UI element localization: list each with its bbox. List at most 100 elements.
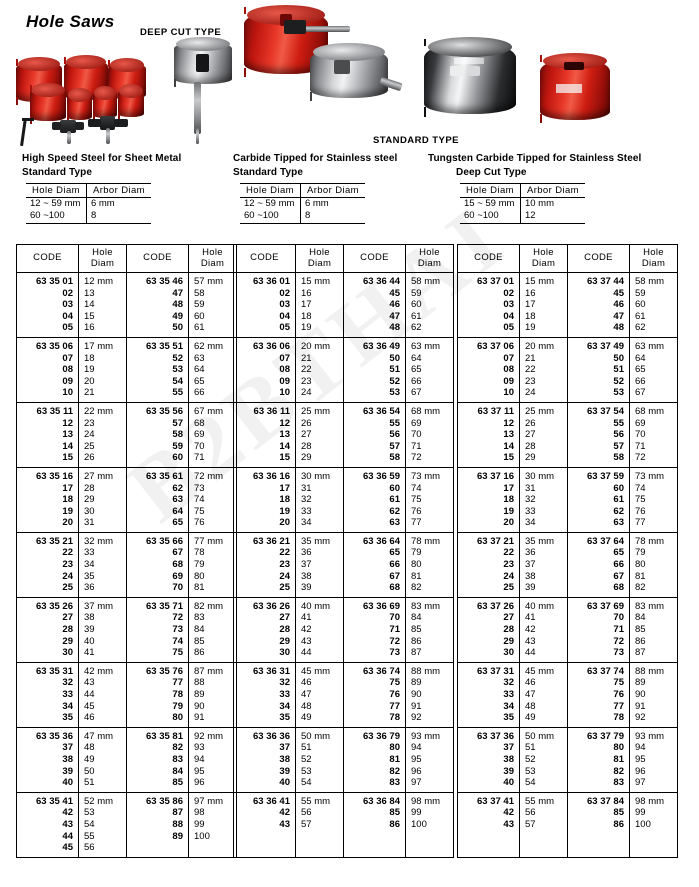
table-row[interactable]: 13 24 58 69 [16, 429, 237, 441]
table-row[interactable]: 63 37 16 30 mm 63 37 59 73 mm [457, 467, 678, 483]
table-row[interactable]: 08 22 51 65 [457, 364, 678, 376]
table-row[interactable]: 37 51 80 94 [457, 742, 678, 754]
table-row[interactable]: 37 51 80 94 [233, 742, 454, 754]
table-row[interactable]: 09 23 52 66 [233, 375, 454, 388]
table-row[interactable]: 29 43 72 86 [233, 635, 454, 648]
table-row[interactable]: 45 56 [16, 842, 237, 858]
table-row[interactable]: 38 52 81 95 [233, 753, 454, 766]
table-row[interactable]: 27 41 70 84 [233, 612, 454, 625]
table-row[interactable]: 63 37 31 45 mm 63 37 74 88 mm [457, 662, 678, 678]
table-row[interactable]: 29 43 72 86 [457, 635, 678, 648]
table-row[interactable]: 63 37 36 50 mm 63 37 79 93 mm [457, 727, 678, 743]
table-row[interactable]: 07 21 50 64 [457, 352, 678, 365]
table-row[interactable]: 10 24 53 67 [457, 387, 678, 403]
table-row[interactable]: 10 21 55 66 [16, 387, 237, 403]
table-row[interactable]: 39 50 84 95 [16, 765, 237, 778]
table-row[interactable]: 15 26 60 71 [16, 452, 237, 468]
table-row[interactable]: 10 24 53 67 [233, 387, 454, 403]
table-row[interactable]: 42 53 87 98 [16, 807, 237, 819]
table-row[interactable]: 12 23 57 68 [16, 417, 237, 430]
table-row[interactable]: 23 37 66 80 [457, 559, 678, 571]
table-row[interactable]: 09 23 52 66 [457, 375, 678, 388]
table-row[interactable]: 34 48 77 91 [233, 700, 454, 713]
table-row[interactable]: 39 53 82 96 [233, 765, 454, 778]
table-row[interactable]: 22 36 65 79 [233, 547, 454, 560]
table-row[interactable]: 23 34 68 79 [16, 559, 237, 571]
table-row[interactable]: 63 35 36 47 mm 63 35 81 92 mm [16, 727, 237, 743]
table-row[interactable]: 24 38 67 81 [457, 570, 678, 583]
table-row[interactable]: 24 35 69 80 [16, 570, 237, 583]
table-row[interactable]: 63 35 26 37 mm 63 35 71 82 mm [16, 597, 237, 613]
table-row[interactable]: 63 36 01 15 mm 63 36 44 58 mm [233, 272, 454, 288]
table-row[interactable]: 63 35 16 27 mm 63 35 61 72 mm [16, 467, 237, 483]
table-row[interactable]: 17 31 60 74 [457, 482, 678, 495]
table-row[interactable]: 30 44 73 87 [457, 647, 678, 663]
table-row[interactable]: 22 33 67 78 [16, 547, 237, 560]
table-row[interactable]: 02 16 45 59 [233, 287, 454, 300]
table-row[interactable]: 14 28 57 71 [457, 440, 678, 453]
table-row[interactable]: 30 44 73 87 [233, 647, 454, 663]
table-row[interactable]: 27 38 72 83 [16, 612, 237, 625]
table-row[interactable]: 32 43 77 88 [16, 677, 237, 689]
table-row[interactable]: 15 29 58 72 [457, 452, 678, 468]
table-row[interactable]: 63 37 06 20 mm 63 37 49 63 mm [457, 337, 678, 353]
table-row[interactable]: 63 37 26 40 mm 63 37 69 83 mm [457, 597, 678, 613]
table-row[interactable]: 63 36 06 20 mm 63 36 49 63 mm [233, 337, 454, 353]
table-row[interactable]: 05 16 50 61 [16, 322, 237, 338]
table-row[interactable]: 38 52 81 95 [457, 753, 678, 766]
table-row[interactable] [457, 830, 678, 843]
table-row[interactable]: 28 42 71 85 [233, 624, 454, 636]
table-row[interactable]: 43 57 86 100 [457, 818, 678, 831]
table-row[interactable]: 22 36 65 79 [457, 547, 678, 560]
table-row[interactable]: 63 35 41 52 mm 63 35 86 97 mm [16, 792, 237, 808]
table-row[interactable]: 63 35 01 12 mm 63 35 46 57 mm [16, 272, 237, 288]
table-row[interactable]: 02 13 47 58 [16, 287, 237, 300]
table-row[interactable]: 15 29 58 72 [233, 452, 454, 468]
table-row[interactable]: 02 16 45 59 [457, 287, 678, 300]
table-row[interactable]: 33 47 76 90 [233, 689, 454, 701]
table-row[interactable]: 12 26 55 69 [457, 417, 678, 430]
table-row[interactable]: 12 26 55 69 [233, 417, 454, 430]
table-row[interactable]: 35 49 78 92 [457, 712, 678, 728]
table-row[interactable]: 63 37 11 25 mm 63 37 54 68 mm [457, 402, 678, 418]
table-row[interactable]: 34 45 79 90 [16, 700, 237, 713]
table-row[interactable]: 25 39 68 82 [233, 582, 454, 598]
table-row[interactable]: 20 34 63 77 [233, 517, 454, 533]
table-row[interactable]: 44 55 89 100 [16, 830, 237, 843]
table-row[interactable]: 63 37 21 35 mm 63 37 64 78 mm [457, 532, 678, 548]
table-row[interactable]: 42 56 85 99 [457, 807, 678, 819]
table-row[interactable]: 28 39 73 84 [16, 624, 237, 636]
table-row[interactable] [233, 842, 454, 858]
table-row[interactable]: 13 27 56 70 [457, 429, 678, 441]
table-row[interactable]: 37 48 82 93 [16, 742, 237, 754]
table-row[interactable]: 63 36 26 40 mm 63 36 69 83 mm [233, 597, 454, 613]
table-row[interactable]: 63 37 41 55 mm 63 37 84 98 mm [457, 792, 678, 808]
table-row[interactable]: 27 41 70 84 [457, 612, 678, 625]
table-row[interactable]: 32 46 75 89 [457, 677, 678, 689]
table-row[interactable]: 35 49 78 92 [233, 712, 454, 728]
table-row[interactable]: 03 17 46 60 [233, 299, 454, 311]
table-row[interactable] [457, 842, 678, 858]
table-row[interactable]: 30 41 75 86 [16, 647, 237, 663]
table-row[interactable]: 20 34 63 77 [457, 517, 678, 533]
table-row[interactable]: 08 19 53 64 [16, 364, 237, 376]
table-row[interactable]: 05 19 48 62 [457, 322, 678, 338]
table-row[interactable]: 63 36 36 50 mm 63 36 79 93 mm [233, 727, 454, 743]
table-row[interactable]: 19 33 62 76 [457, 505, 678, 518]
table-row[interactable]: 03 17 46 60 [457, 299, 678, 311]
table-row[interactable]: 04 18 47 61 [233, 310, 454, 323]
table-row[interactable]: 07 21 50 64 [233, 352, 454, 365]
table-row[interactable]: 19 30 64 75 [16, 505, 237, 518]
table-row[interactable]: 03 14 48 59 [16, 299, 237, 311]
table-row[interactable]: 43 57 86 100 [233, 818, 454, 831]
table-row[interactable]: 38 49 83 94 [16, 753, 237, 766]
table-row[interactable]: 42 56 85 99 [233, 807, 454, 819]
table-row[interactable]: 07 18 52 63 [16, 352, 237, 365]
table-row[interactable]: 28 42 71 85 [457, 624, 678, 636]
table-row[interactable]: 29 40 74 85 [16, 635, 237, 648]
table-row[interactable]: 63 37 01 15 mm 63 37 44 58 mm [457, 272, 678, 288]
table-row[interactable]: 63 35 06 17 mm 63 35 51 62 mm [16, 337, 237, 353]
table-row[interactable]: 23 37 66 80 [233, 559, 454, 571]
table-row[interactable]: 04 15 49 60 [16, 310, 237, 323]
table-row[interactable] [233, 830, 454, 843]
